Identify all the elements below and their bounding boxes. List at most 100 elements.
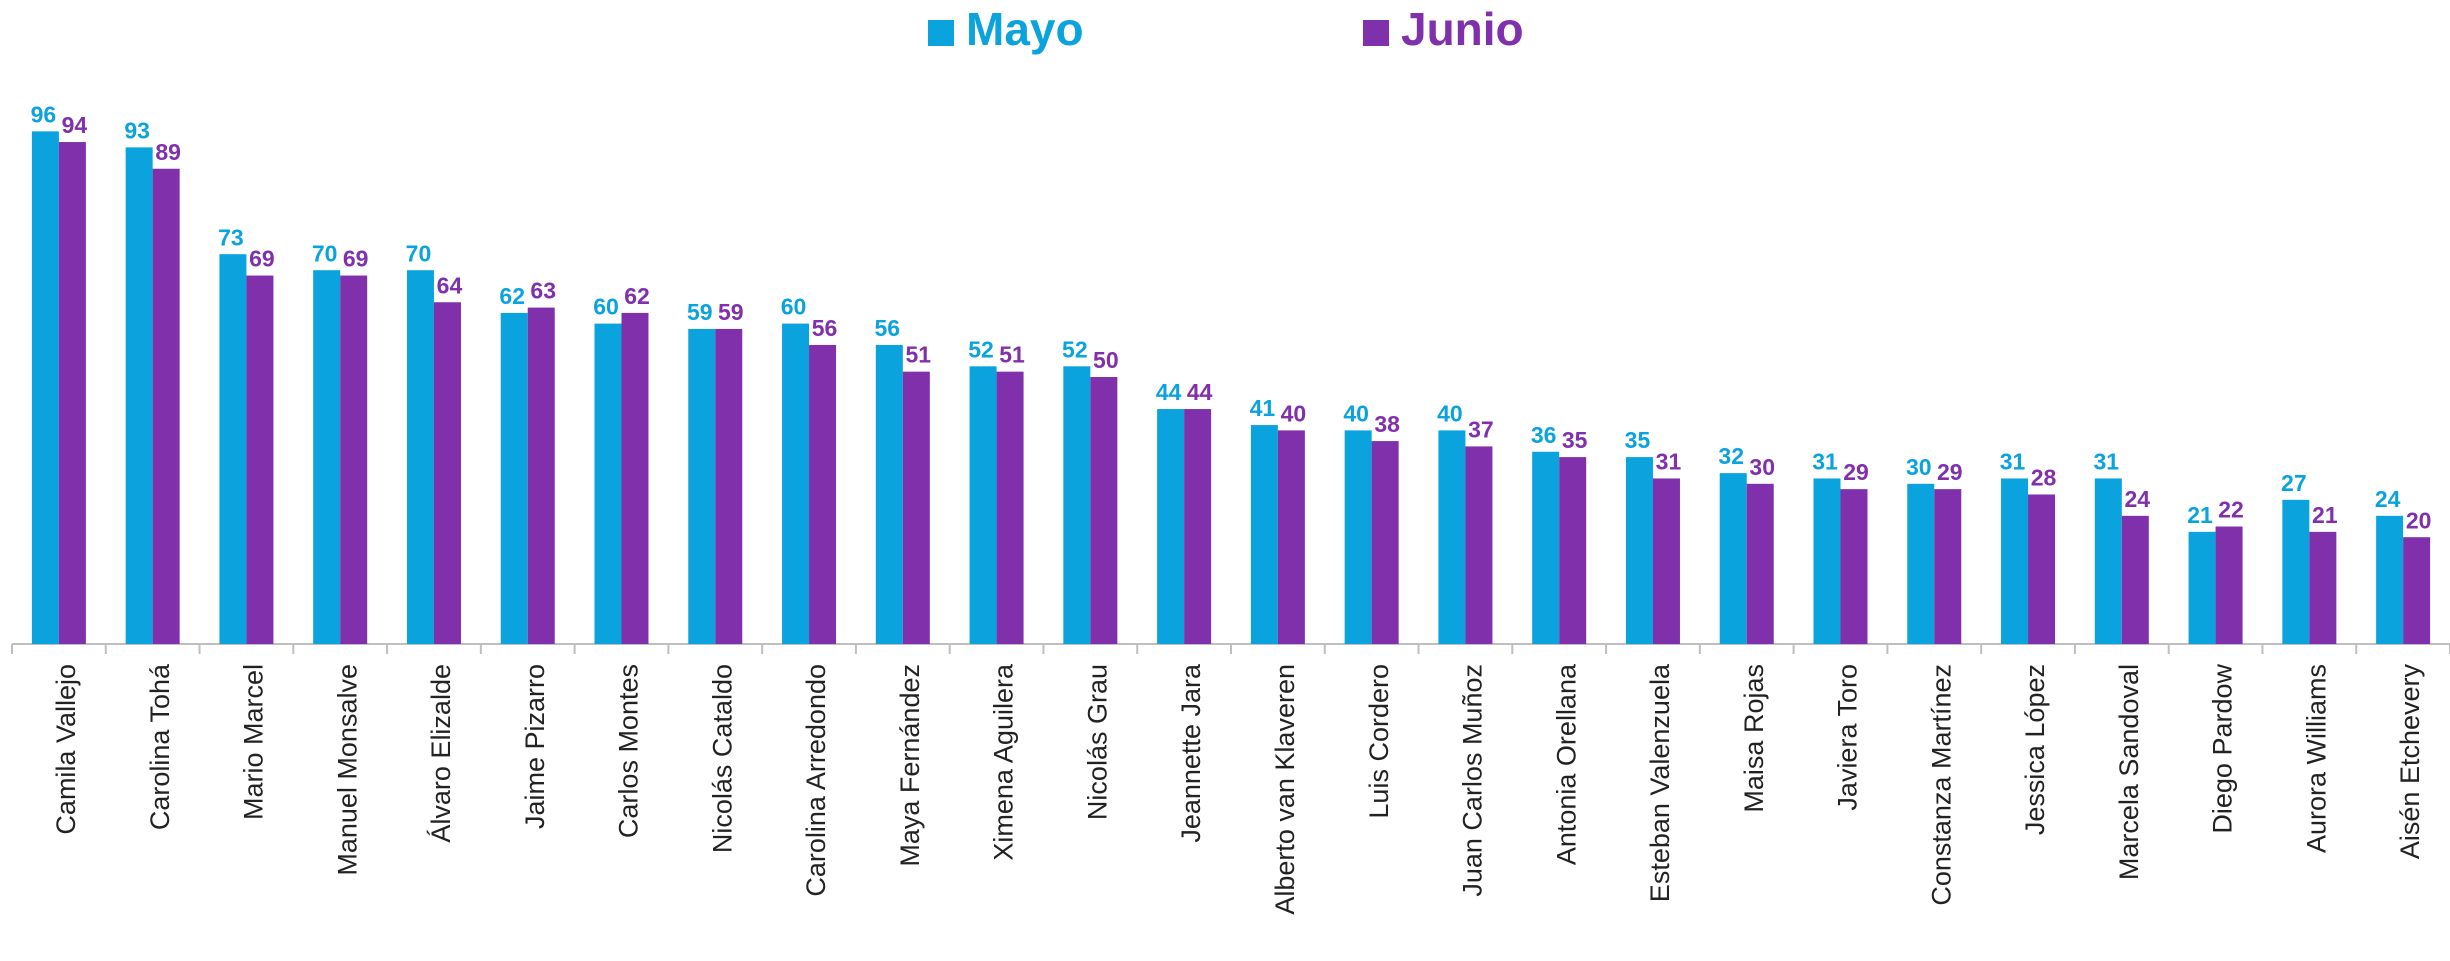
legend-swatch (1363, 20, 1389, 46)
bar (2215, 526, 2243, 644)
value-label: 31 (2000, 449, 2026, 475)
value-label: 30 (1906, 454, 1932, 480)
x-tick-label: Diego Pardow (2208, 663, 2238, 833)
x-tick-label: Ximena Aguilera (989, 663, 1019, 861)
value-label: 70 (312, 240, 338, 266)
bar (500, 312, 528, 644)
bar (31, 131, 59, 645)
bar (1532, 451, 1560, 644)
bar (2001, 478, 2029, 644)
bar (1063, 366, 1091, 644)
value-label: 29 (1843, 459, 1869, 485)
value-label: 93 (124, 117, 150, 143)
bar (1371, 441, 1399, 644)
x-tick-label: Jaime Pizarro (520, 664, 550, 829)
x-tick-label: Juan Carlos Muñoz (1458, 664, 1488, 897)
value-label: 29 (1937, 459, 1963, 485)
value-label: 51 (999, 342, 1025, 368)
x-tick-label: Aurora Williams (2301, 664, 2331, 853)
value-label: 24 (2375, 486, 2401, 512)
value-label: 31 (2094, 449, 2120, 475)
value-label: 21 (2187, 502, 2213, 528)
x-tick-label: Álvaro Elizalde (426, 664, 456, 843)
value-label: 37 (1468, 416, 1494, 442)
bar (2121, 515, 2149, 644)
value-label: 44 (1156, 379, 1182, 405)
value-label: 94 (62, 112, 88, 138)
value-label: 35 (1562, 427, 1588, 453)
value-label: 44 (1187, 379, 1213, 405)
bar (1652, 478, 1680, 644)
x-tick-label: Esteban Valenzuela (1645, 663, 1675, 902)
bar (1090, 377, 1118, 644)
bar (1719, 473, 1747, 644)
x-tick-label: Nicolás Grau (1082, 664, 1112, 820)
value-label: 96 (31, 101, 57, 127)
x-tick-label: Nicolás Cataldo (707, 664, 737, 853)
x-tick-label: Antonia Orellana (1551, 663, 1581, 865)
x-tick-label: Maya Fernández (895, 664, 925, 867)
bar (621, 312, 649, 644)
bar (2094, 478, 2122, 644)
bar (1907, 483, 1935, 644)
bar (1250, 425, 1278, 644)
bar (1184, 409, 1212, 644)
value-label: 40 (1343, 400, 1369, 426)
value-label: 35 (1625, 427, 1651, 453)
bar (1465, 446, 1493, 644)
x-tick-label: Manuel Monsalve (332, 664, 362, 876)
x-tick-label: Javiera Toro (1833, 664, 1863, 811)
bar (527, 307, 555, 644)
x-tick-label: Camila Vallejo (51, 664, 81, 835)
value-label: 70 (406, 240, 432, 266)
bar (969, 366, 997, 644)
value-label: 59 (687, 299, 713, 325)
bar (340, 275, 368, 644)
value-label: 62 (499, 283, 525, 309)
value-label: 69 (343, 246, 369, 272)
legend-label: Junio (1401, 3, 1524, 55)
bar (1813, 478, 1841, 644)
value-label: 51 (906, 342, 932, 368)
bar (594, 323, 622, 644)
bar (688, 328, 716, 644)
bar (219, 254, 247, 644)
x-tick-label: Marcela Sandoval (2114, 664, 2144, 880)
bar (1157, 409, 1185, 644)
bar (2188, 531, 2216, 644)
x-tick-label: Jeannette Jara (1176, 663, 1206, 843)
x-tick-label: Constanza Martínez (1926, 664, 1956, 906)
bar (125, 147, 153, 644)
x-tick-label: Carolina Arredondo (801, 664, 831, 897)
bar (1625, 457, 1653, 644)
bar (809, 344, 837, 644)
value-label: 24 (2125, 486, 2151, 512)
value-label: 32 (1718, 443, 1744, 469)
value-label: 30 (1749, 454, 1775, 480)
bar (152, 168, 180, 645)
value-label: 60 (593, 294, 619, 320)
x-tick-label: Mario Marcel (239, 664, 269, 820)
value-label: 62 (624, 283, 650, 309)
bar (715, 328, 743, 644)
bar (875, 344, 903, 644)
value-label: 56 (875, 315, 901, 341)
legend-swatch (928, 20, 954, 46)
value-label: 27 (2281, 470, 2307, 496)
bar (2309, 531, 2337, 644)
value-label: 22 (2218, 497, 2244, 523)
value-label: 89 (155, 139, 181, 165)
value-label: 41 (1250, 395, 1276, 421)
bar (782, 323, 810, 644)
value-label: 52 (1062, 336, 1088, 362)
value-label: 38 (1374, 411, 1400, 437)
bar (406, 270, 434, 644)
value-label: 21 (2312, 502, 2338, 528)
x-tick-label: Maisa Rojas (1739, 664, 1769, 813)
bar (996, 371, 1024, 644)
x-tick-label: Luis Cordero (1364, 664, 1394, 819)
bar (433, 302, 461, 644)
value-label: 52 (968, 336, 994, 362)
